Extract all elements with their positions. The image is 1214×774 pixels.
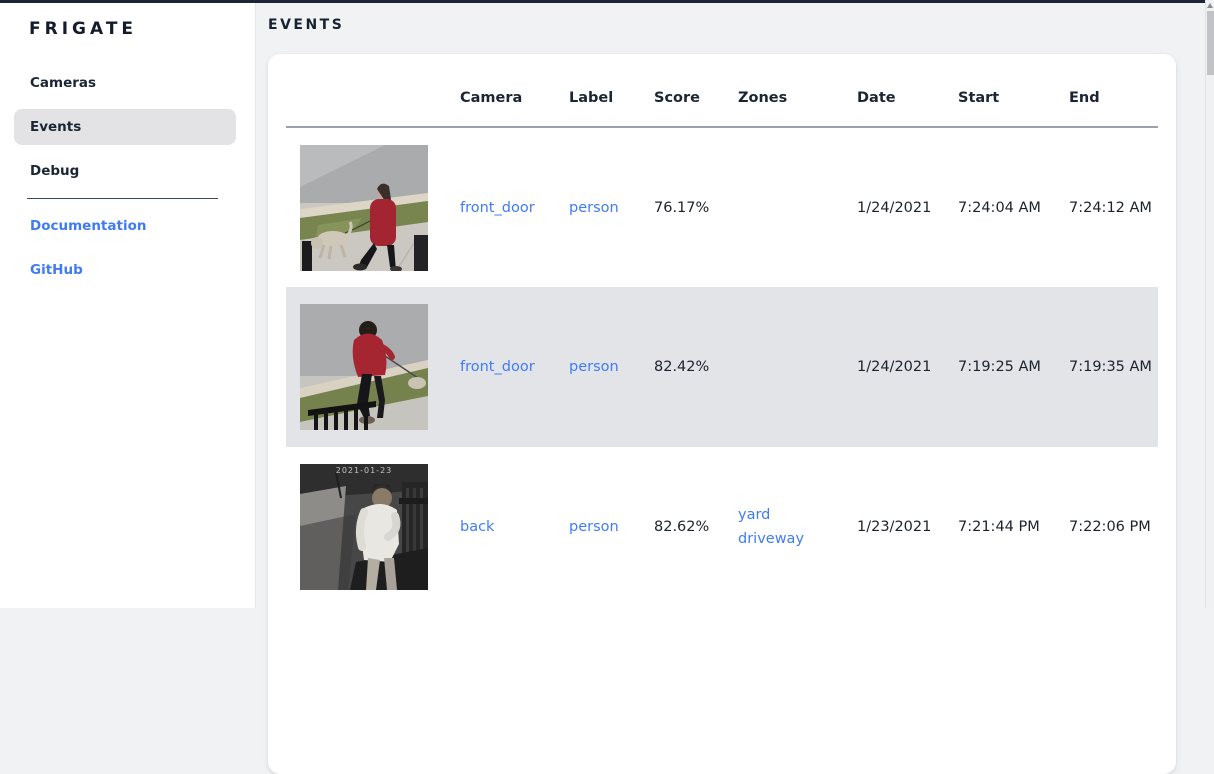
zones-cell (724, 287, 843, 447)
col-header-thumbnail (286, 54, 446, 128)
thumbnail-timestamp: 2021-01-23 (336, 466, 393, 475)
camera-link[interactable]: front_door (460, 359, 535, 375)
label-link[interactable]: person (569, 519, 619, 535)
score-value: 76.17% (654, 199, 710, 216)
table-header-row: Camera Label Score Zones Date Start End (286, 54, 1158, 128)
col-header-date: Date (843, 54, 944, 128)
zone-link[interactable]: yard (738, 507, 771, 523)
start-value: 7:24:04 AM (958, 199, 1041, 216)
scrollbar-up-icon[interactable] (1207, 3, 1213, 8)
camera-link[interactable]: back (460, 519, 495, 535)
event-thumbnail-red-hoodie-dog[interactable] (300, 304, 428, 430)
start-value: 7:21:44 PM (958, 519, 1040, 535)
col-header-zones: Zones (724, 54, 843, 128)
sidebar-item-cameras[interactable]: Cameras (14, 65, 236, 101)
label-link[interactable]: person (569, 199, 619, 216)
col-header-start: Start (944, 54, 1055, 128)
sidebar: FRIGATE Cameras Events Debug Documentati… (0, 0, 255, 608)
end-value: 7:19:35 AM (1069, 359, 1152, 375)
col-header-label: Label (555, 54, 640, 128)
sidebar-nav: Cameras Events Debug Documentation GitHu… (0, 65, 255, 288)
sidebar-item-label: Debug (30, 163, 80, 179)
event-row[interactable]: front_door person 76.17% 1/24/2021 7:24:… (286, 127, 1158, 287)
col-header-camera: Camera (446, 54, 555, 128)
events-card: Camera Label Score Zones Date Start End (268, 54, 1176, 774)
date-value: 1/24/2021 (857, 359, 932, 375)
date-value: 1/23/2021 (857, 519, 932, 535)
window-top-border (0, 0, 1205, 3)
zone-link[interactable]: driveway (738, 531, 805, 547)
event-thumbnail-infrared-person[interactable]: 2021-01-23 (300, 464, 428, 590)
start-value: 7:19:25 AM (958, 359, 1041, 375)
sidebar-divider (27, 198, 218, 199)
event-thumbnail-red-coat-dog[interactable] (300, 144, 428, 271)
events-table: Camera Label Score Zones Date Start End (286, 54, 1158, 607)
page-title: EVENTS (268, 17, 345, 33)
camera-link[interactable]: front_door (460, 199, 535, 216)
date-value: 1/24/2021 (857, 199, 932, 216)
sidebar-link-github[interactable]: GitHub (14, 252, 236, 288)
end-value: 7:24:12 AM (1069, 199, 1152, 216)
zones-cell (724, 127, 843, 287)
sidebar-link-label: GitHub (30, 262, 83, 278)
thumbnail-cell[interactable] (286, 127, 446, 287)
sidebar-item-label: Events (30, 119, 82, 135)
thumbnail-cell[interactable]: 2021-01-23 (286, 447, 446, 607)
end-value: 7:22:06 PM (1069, 519, 1151, 535)
event-row[interactable]: 2021-01-23 back person 82.62% yard drive… (286, 447, 1158, 607)
score-value: 82.62% (654, 519, 710, 535)
label-link[interactable]: person (569, 359, 619, 375)
app-logo: FRIGATE (29, 19, 138, 39)
scrollbar[interactable] (1205, 0, 1214, 608)
event-row-highlighted[interactable]: front_door person 82.42% 1/24/2021 7:19:… (286, 287, 1158, 447)
scrollbar-thumb[interactable] (1207, 11, 1214, 75)
sidebar-link-label: Documentation (30, 218, 147, 234)
sidebar-link-documentation[interactable]: Documentation (14, 208, 236, 244)
sidebar-item-debug[interactable]: Debug (14, 153, 236, 189)
sidebar-item-events[interactable]: Events (14, 109, 236, 145)
sidebar-item-label: Cameras (30, 75, 97, 91)
thumbnail-cell[interactable] (286, 287, 446, 447)
col-header-end: End (1055, 54, 1158, 128)
zones-cell: yard driveway (724, 447, 843, 607)
score-value: 82.42% (654, 359, 710, 375)
main-content: EVENTS Camera Label Score Zones Date Sta… (255, 0, 1205, 774)
col-header-score: Score (640, 54, 724, 128)
